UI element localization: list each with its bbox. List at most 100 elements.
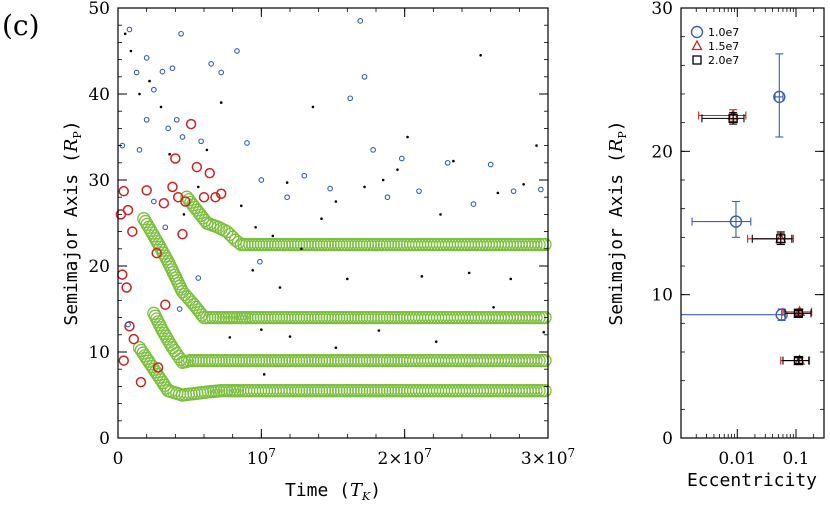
red-point [160, 299, 171, 310]
black-point [439, 213, 442, 216]
black-point [509, 277, 513, 281]
y-tick-label: 10 [651, 286, 673, 306]
black-point [219, 101, 223, 104]
left-y-axis-label: Semimajor Axis (RP) [61, 120, 84, 325]
x-tick-label: 107 [247, 446, 276, 469]
blue-point [244, 140, 250, 146]
y-tick-label: 30 [88, 171, 110, 191]
blue-point [537, 186, 544, 193]
black-point [262, 373, 266, 376]
red-point [185, 118, 197, 130]
red-point [118, 355, 129, 366]
blue-point [136, 147, 143, 153]
legend-marker [692, 55, 702, 65]
blue-point [173, 116, 180, 123]
data-point [773, 90, 786, 104]
legend-label: 2.0e7 [708, 54, 739, 67]
black-point [334, 346, 338, 350]
black-point [260, 328, 263, 331]
black-point [278, 286, 282, 289]
migration-point [538, 353, 552, 368]
data-point [776, 234, 786, 244]
data-point [793, 355, 804, 366]
x-tick-label: 0.1 [782, 449, 809, 469]
black-point [467, 271, 471, 275]
black-point [479, 54, 482, 57]
legend-marker [691, 39, 703, 51]
left-x-axis-label: Time (TK) [285, 480, 381, 503]
black-point [346, 277, 349, 281]
migration-point [529, 237, 543, 252]
migration-point [538, 310, 552, 325]
data-point [775, 308, 788, 321]
x-tick-label: 0 [113, 449, 124, 469]
left-axis-ticks: 0 107 2×107 3×107 0 10 20 30 40 50 [88, 0, 575, 469]
black-point [168, 152, 171, 156]
left-plot-marks [115, 18, 552, 402]
red-point [204, 167, 215, 179]
blue-point [470, 201, 477, 207]
blue-point [176, 306, 183, 312]
black-point [196, 185, 200, 189]
migration-point [538, 237, 552, 252]
y-tick-label: 50 [88, 0, 110, 19]
y-tick-label: 40 [88, 85, 110, 105]
red-point [128, 333, 140, 345]
right-axis-ticks: 0.01 0.1 0 10 20 30 [651, 0, 825, 469]
black-point [285, 181, 289, 184]
black-point [288, 335, 292, 338]
red-point [118, 185, 129, 197]
migration-point [175, 285, 190, 299]
black-point [123, 32, 127, 36]
black-point [535, 144, 538, 147]
black-point [138, 92, 141, 96]
migration-point [532, 353, 546, 368]
blue-point [416, 188, 422, 195]
blue-point [133, 69, 140, 76]
red-point [215, 188, 227, 200]
blue-point [510, 188, 517, 195]
blue-point [162, 224, 169, 231]
x-tick-label: 2×107 [377, 446, 431, 469]
blue-point [257, 258, 263, 265]
legend-label: 1.0e7 [708, 26, 739, 39]
red-point [158, 197, 170, 209]
blue-point [165, 125, 172, 132]
legend-marker [690, 25, 704, 39]
eccentricity-plot: 0.01 0.1 0 10 20 30 Eccentricity Semimajor Ax… [606, 0, 825, 491]
black-point [363, 185, 366, 189]
left-plot-frame [117, 7, 549, 439]
blue-point [179, 134, 186, 140]
red-point [127, 226, 138, 237]
red-point [151, 247, 162, 259]
black-point [406, 135, 409, 139]
black-point [434, 340, 438, 343]
blue-point [198, 138, 204, 145]
migration-point [159, 381, 174, 395]
blue-point [327, 185, 333, 192]
blue-point [234, 48, 240, 54]
right-x-axis-label: Eccentricity [687, 470, 817, 491]
y-tick-label: 0 [99, 429, 110, 449]
time-evolution-plot: 0 107 2×107 3×107 0 10 20 30 40 50 Time (TK) Semi… [61, 0, 575, 503]
black-point [254, 226, 257, 229]
blue-point [258, 177, 265, 183]
migration-point [532, 237, 546, 252]
blue-point [178, 30, 184, 37]
blue-point [208, 61, 215, 67]
right-plot-marks [681, 53, 813, 366]
migration-point [180, 290, 194, 304]
blue-point [169, 65, 176, 72]
right-plot-frame [680, 7, 825, 439]
x-tick-label: 0.01 [718, 449, 756, 469]
blue-point [357, 18, 364, 24]
migration-point [529, 353, 543, 368]
blue-point [150, 198, 157, 205]
blue-point [444, 159, 451, 166]
red-point [124, 320, 135, 332]
black-point [205, 148, 209, 152]
black-point [492, 305, 495, 309]
data-point [793, 308, 804, 318]
